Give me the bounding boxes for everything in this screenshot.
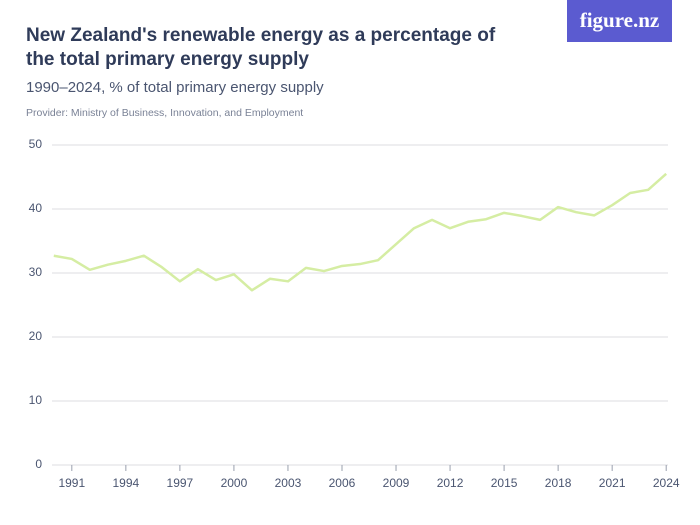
y-tick-label: 50 — [29, 137, 43, 151]
provider: Provider: Ministry of Business, Innovati… — [26, 107, 304, 119]
x-tick-label: 2012 — [437, 476, 464, 490]
logo[interactable]: figure.nz — [567, 0, 672, 42]
chart-subtitle: 1990–2024, % of total primary energy sup… — [26, 79, 324, 96]
chart-title: New Zealand's renewable energy as a perc… — [26, 25, 496, 70]
y-tick-label: 40 — [29, 201, 43, 215]
x-tick-label: 2003 — [275, 476, 302, 490]
x-tick-label: 2006 — [329, 476, 356, 490]
y-tick-label: 0 — [35, 457, 42, 471]
y-tick-label: 10 — [29, 393, 43, 407]
x-tick-label: 2009 — [383, 476, 410, 490]
x-tick-label: 2021 — [599, 476, 626, 490]
y-tick-label: 20 — [29, 329, 43, 343]
x-tick-label: 1991 — [58, 476, 85, 490]
x-tick-label: 1997 — [167, 476, 194, 490]
data-line — [53, 172, 668, 292]
y-tick-label: 30 — [29, 265, 43, 279]
x-tick-label: 1994 — [112, 476, 139, 490]
x-tick-label: 2018 — [545, 476, 572, 490]
x-tick-label: 2024 — [653, 476, 680, 490]
x-tick-label: 2015 — [491, 476, 518, 490]
x-tick-label: 2000 — [221, 476, 248, 490]
